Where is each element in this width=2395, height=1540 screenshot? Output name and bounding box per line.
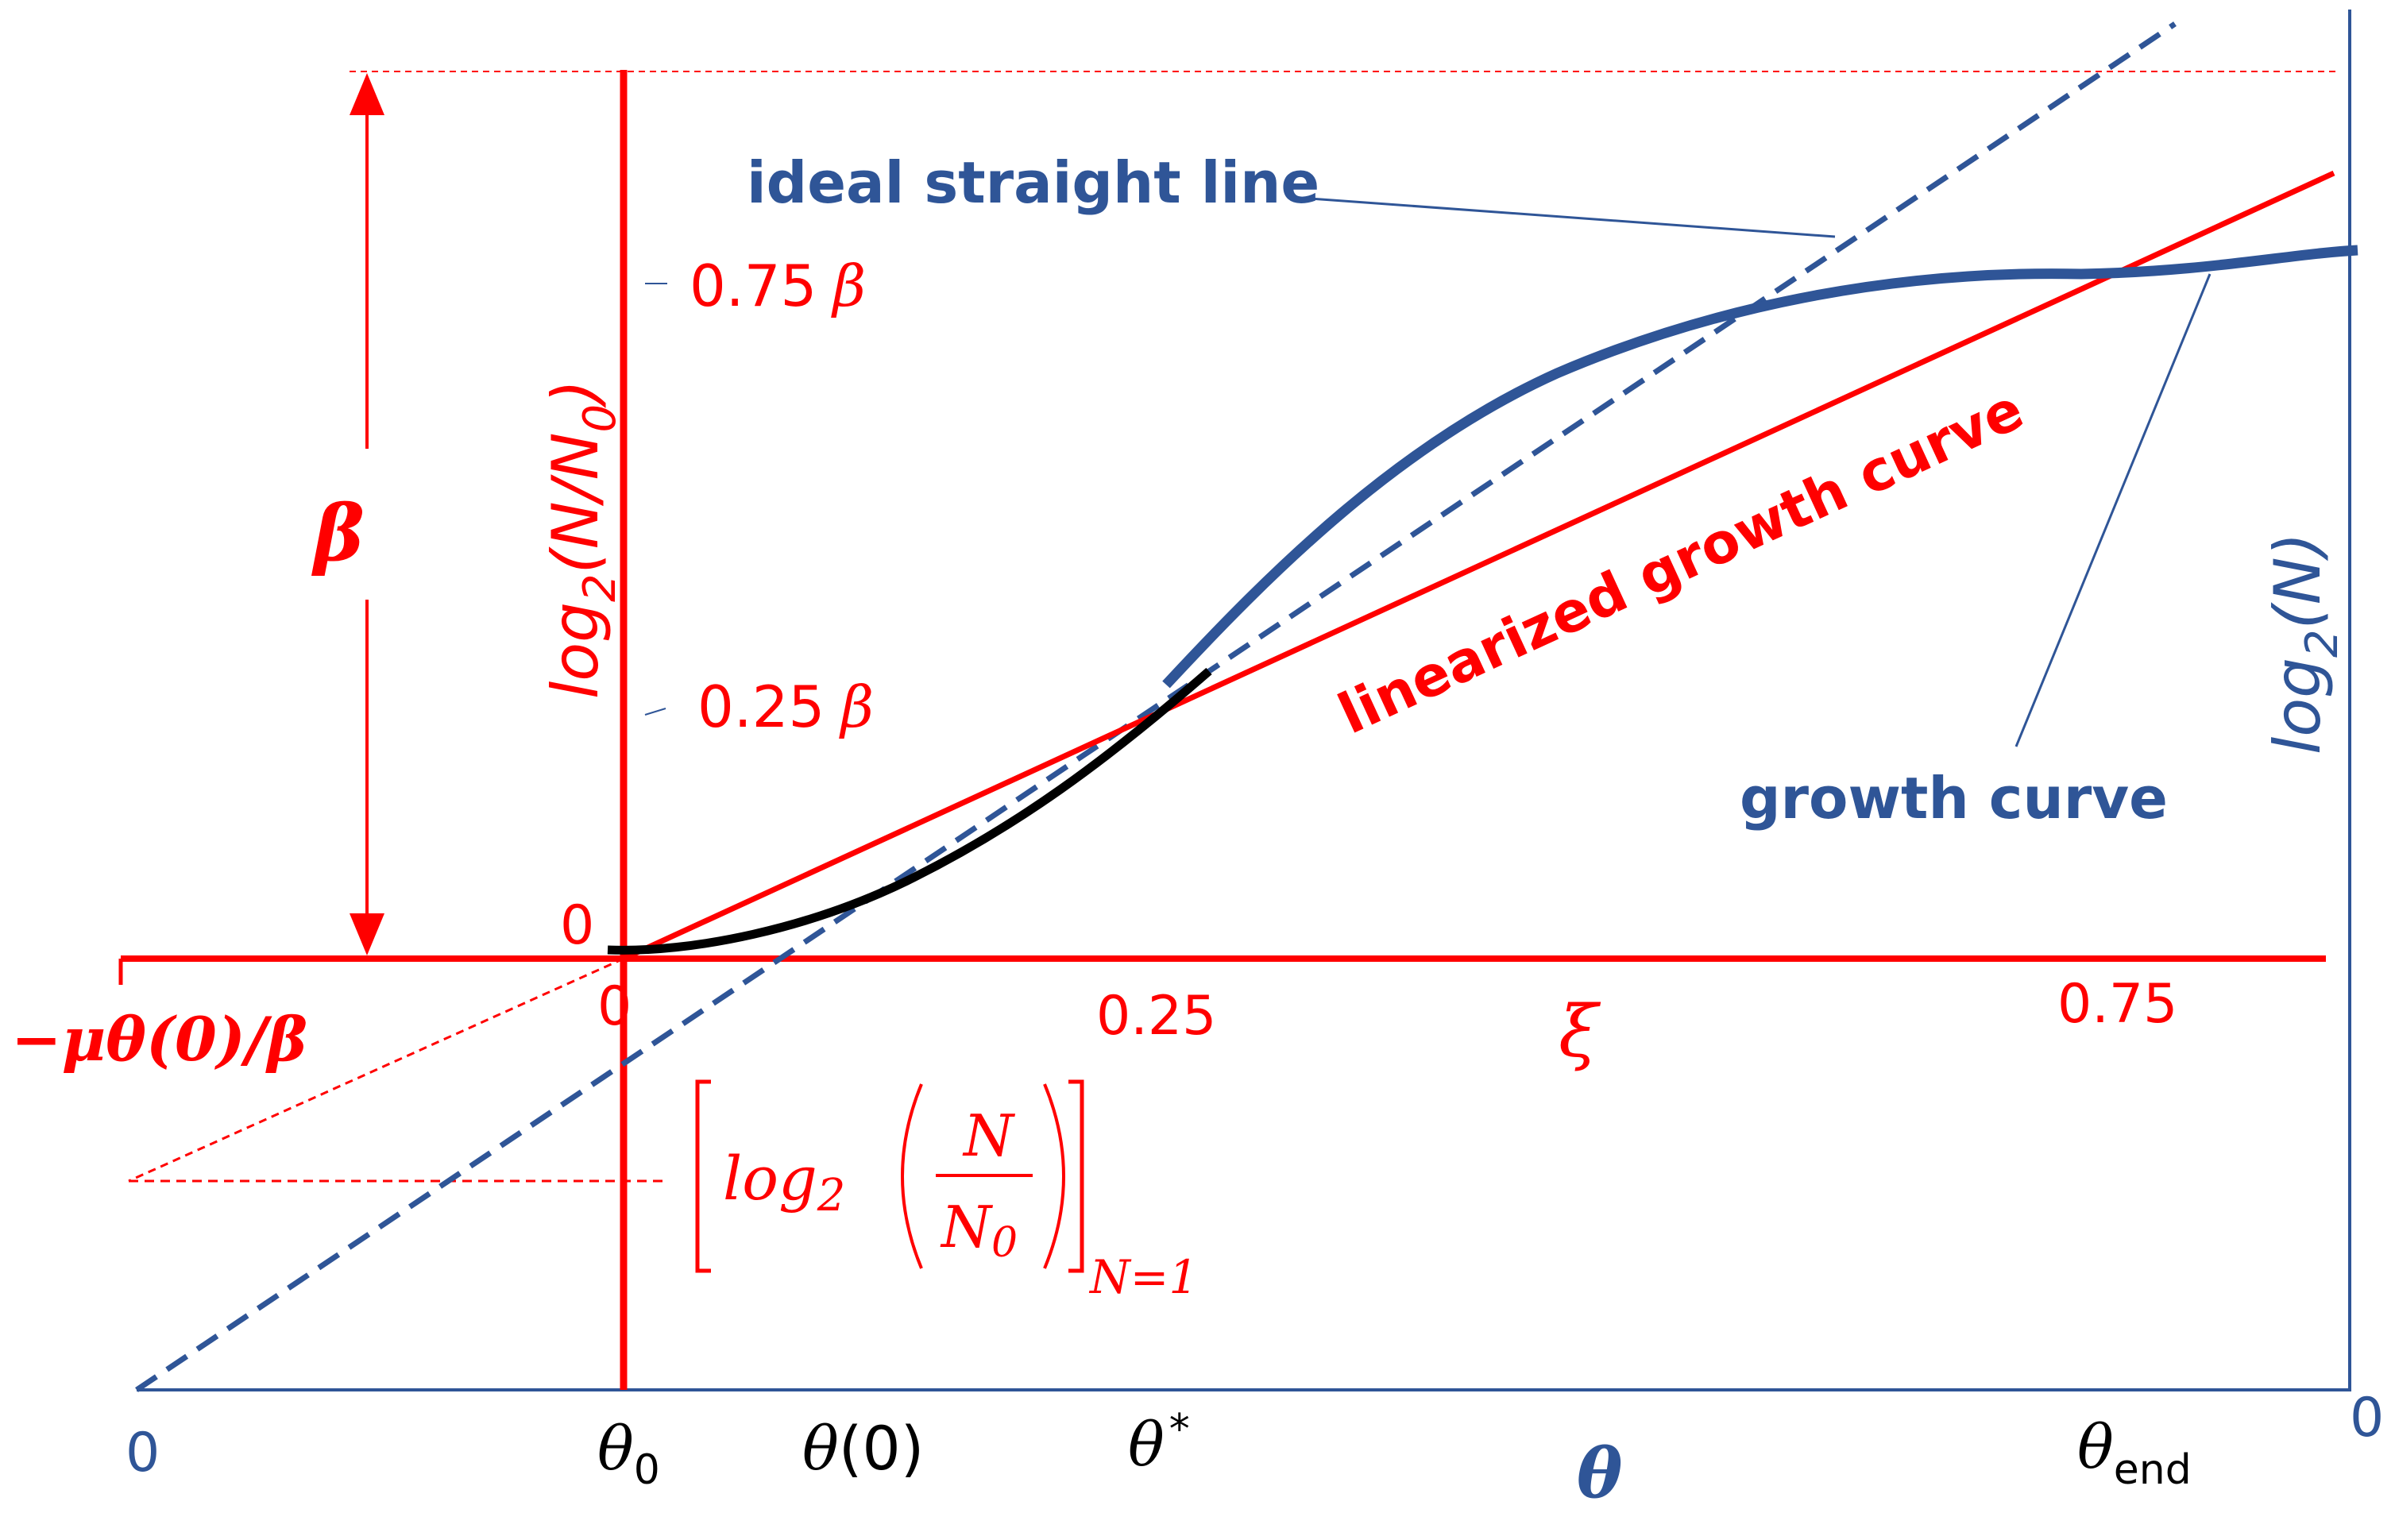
xi-tick-025: 0.25 [1096, 985, 1216, 1048]
growth-curve-lag [607, 667, 1212, 955]
tick-025-beta: 0.25 β [697, 674, 874, 740]
xi-tick-075: 0.75 [2057, 973, 2177, 1036]
tick-025-beta-leader [644, 708, 666, 716]
y-zero-red: 0 [560, 894, 594, 957]
linearized-growth-line [622, 170, 2335, 962]
ideal-straight-line-label: ideal straight line [747, 149, 1319, 216]
linearized-growth-curve-label: linearized growth curve [1329, 376, 2033, 747]
theta-0-label: θ0 [597, 1413, 660, 1494]
tick-075-beta: 0.75 β [690, 253, 866, 319]
theta-of-0-label: θ(0) [802, 1413, 924, 1484]
theta-star-label: θ * [1128, 1406, 1190, 1480]
ideal-line-leader [1310, 197, 1836, 238]
linear-extrapolation-dashed [128, 957, 624, 1183]
ideal-straight-line [135, 21, 2177, 1392]
theta-end-label: θend [2077, 1411, 2192, 1494]
beta-arrow-head-down [350, 913, 384, 955]
xi-symbol: ξ [1559, 990, 1601, 1074]
svg-text:N0: N0 [940, 1194, 1018, 1267]
log2-n-over-n0-label: log2(N/N0) [539, 380, 626, 699]
svg-text:N=1: N=1 [1088, 1250, 1198, 1304]
xi-tick-0: 0 [597, 975, 632, 1038]
y-zero-blue: 0 [2350, 1387, 2384, 1449]
svg-text:N: N [962, 1102, 1016, 1169]
growth-curve-label: growth curve [1740, 765, 2168, 832]
log2-n-label: log2(N) [2261, 532, 2348, 755]
beta-arrow-head-up [350, 73, 384, 115]
growth-curve-upper [1162, 245, 2358, 689]
theta-symbol: θ [1577, 1434, 1623, 1514]
beta-label: β [311, 488, 365, 578]
n1-bracket-expression: log2 N N0 N=1 [695, 1079, 1198, 1304]
growth-curve-leader [2015, 273, 2212, 747]
neg-intercept-label: −μθ(0)/β [11, 1004, 307, 1075]
theta-axis-zero: 0 [126, 1422, 160, 1484]
svg-text:log2: log2 [723, 1143, 845, 1222]
